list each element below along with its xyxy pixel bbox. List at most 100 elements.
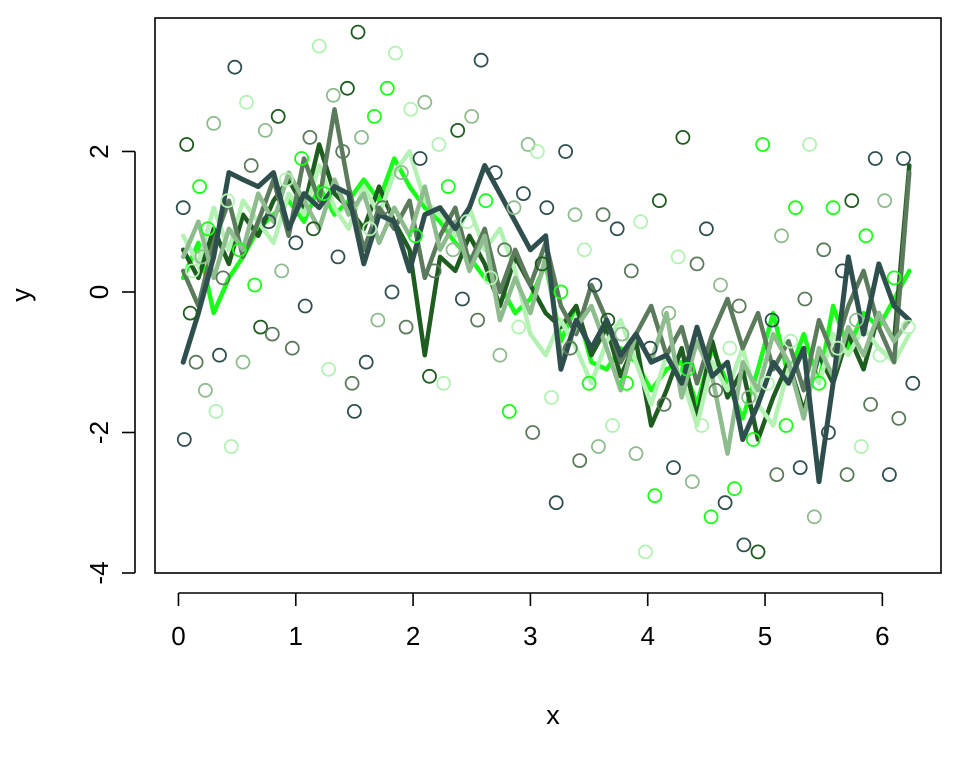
scatter-point (358, 354, 374, 370)
scatter-point (478, 193, 494, 209)
series-line (180, 163, 912, 485)
scatter-point (247, 277, 263, 293)
scatter-point (638, 544, 653, 560)
scatter-point (595, 207, 611, 223)
scatter-point (623, 263, 639, 279)
scatter-point (708, 382, 724, 398)
scatter-point (470, 312, 486, 328)
scatter-point (539, 200, 555, 216)
scatter-point (736, 537, 752, 553)
scatter-point (534, 256, 550, 272)
scatter-point (454, 291, 470, 307)
scatter-point (185, 263, 200, 279)
scatter-point (694, 418, 710, 433)
scatter-point (755, 137, 771, 152)
scatter-point (788, 200, 803, 216)
scatter-point (243, 158, 259, 173)
scatter-point (473, 52, 489, 68)
scatter-point (656, 396, 672, 412)
scatter-point (375, 200, 391, 216)
scatter-point (366, 109, 382, 124)
scatter-point (587, 277, 603, 293)
plot-area-frame (154, 17, 942, 574)
scatter-point (558, 144, 573, 159)
scatter-point (863, 396, 878, 412)
scatter-point (600, 312, 616, 328)
scatter-point (628, 446, 644, 462)
scatter-point (284, 340, 300, 356)
x-axis-label: x (546, 700, 560, 730)
scatter-point (197, 382, 213, 398)
scatter-point (192, 179, 208, 195)
scatter-point (316, 186, 332, 202)
scatter-point (778, 418, 794, 433)
scatter-point (745, 432, 761, 447)
scatter-point (581, 375, 597, 391)
scatter-point (835, 263, 850, 279)
scatter-point (614, 326, 630, 342)
scatter-point (223, 439, 239, 454)
y-tick-label: -4 (84, 561, 114, 584)
scatter-point (270, 109, 286, 124)
scatter-point (764, 312, 780, 328)
scatter-point (464, 109, 480, 124)
scatter-point (661, 305, 677, 321)
scatter-point (179, 137, 195, 152)
scatter-point (344, 375, 360, 391)
scatter-point (235, 354, 251, 370)
scatter-point (544, 389, 559, 405)
scatter-point (882, 467, 897, 483)
scatter-point (501, 403, 517, 419)
scatter-point (220, 193, 236, 209)
scatter-point (769, 467, 785, 483)
scatter-point (311, 38, 327, 54)
scatter-point (605, 418, 620, 433)
scatter-point (384, 284, 400, 300)
y-tick-label: -2 (84, 421, 114, 444)
scatter-point (844, 193, 860, 209)
scatter-point (232, 242, 247, 258)
scatter-point (294, 151, 310, 166)
scatter-point (727, 481, 742, 497)
x-tick-label: 3 (523, 621, 537, 651)
scatter-point (346, 403, 362, 419)
scatter-point (417, 94, 433, 110)
scatter-point (839, 467, 855, 483)
scatter-point (305, 221, 321, 237)
scatter-point (797, 291, 813, 307)
scatter-point (176, 432, 192, 447)
scatter-point (302, 129, 318, 145)
scatter-point (506, 200, 522, 216)
scatter-point (450, 122, 466, 138)
scatter-point (699, 221, 714, 237)
scatter-point (362, 221, 378, 237)
scatter-point (261, 214, 277, 230)
scatter-point (388, 45, 403, 61)
scatter-point (802, 137, 817, 152)
scatter-points (175, 24, 921, 560)
scatter-point (853, 439, 869, 454)
scatter-point (354, 129, 369, 145)
scatter-point (562, 340, 578, 356)
scatter-point (858, 228, 874, 244)
scatter-point (253, 319, 269, 335)
scatter-point (830, 340, 846, 356)
x-tick-label: 1 (289, 621, 303, 651)
scatter-point (680, 361, 695, 377)
scatter-point (516, 186, 531, 202)
scatter-point (849, 312, 864, 328)
scatter-point (370, 312, 386, 328)
scatter-point (525, 425, 541, 440)
scatter-point (783, 333, 799, 349)
scatter-point (393, 165, 409, 181)
scatter-point (905, 375, 921, 391)
scatter-point (403, 101, 419, 117)
scatter-point (215, 270, 231, 286)
scatter-point (257, 122, 273, 138)
scatter-point (717, 495, 733, 511)
scatter-point (426, 263, 442, 279)
scatter-point (609, 221, 625, 237)
y-axis: -4 -2 0 2 (84, 144, 136, 585)
